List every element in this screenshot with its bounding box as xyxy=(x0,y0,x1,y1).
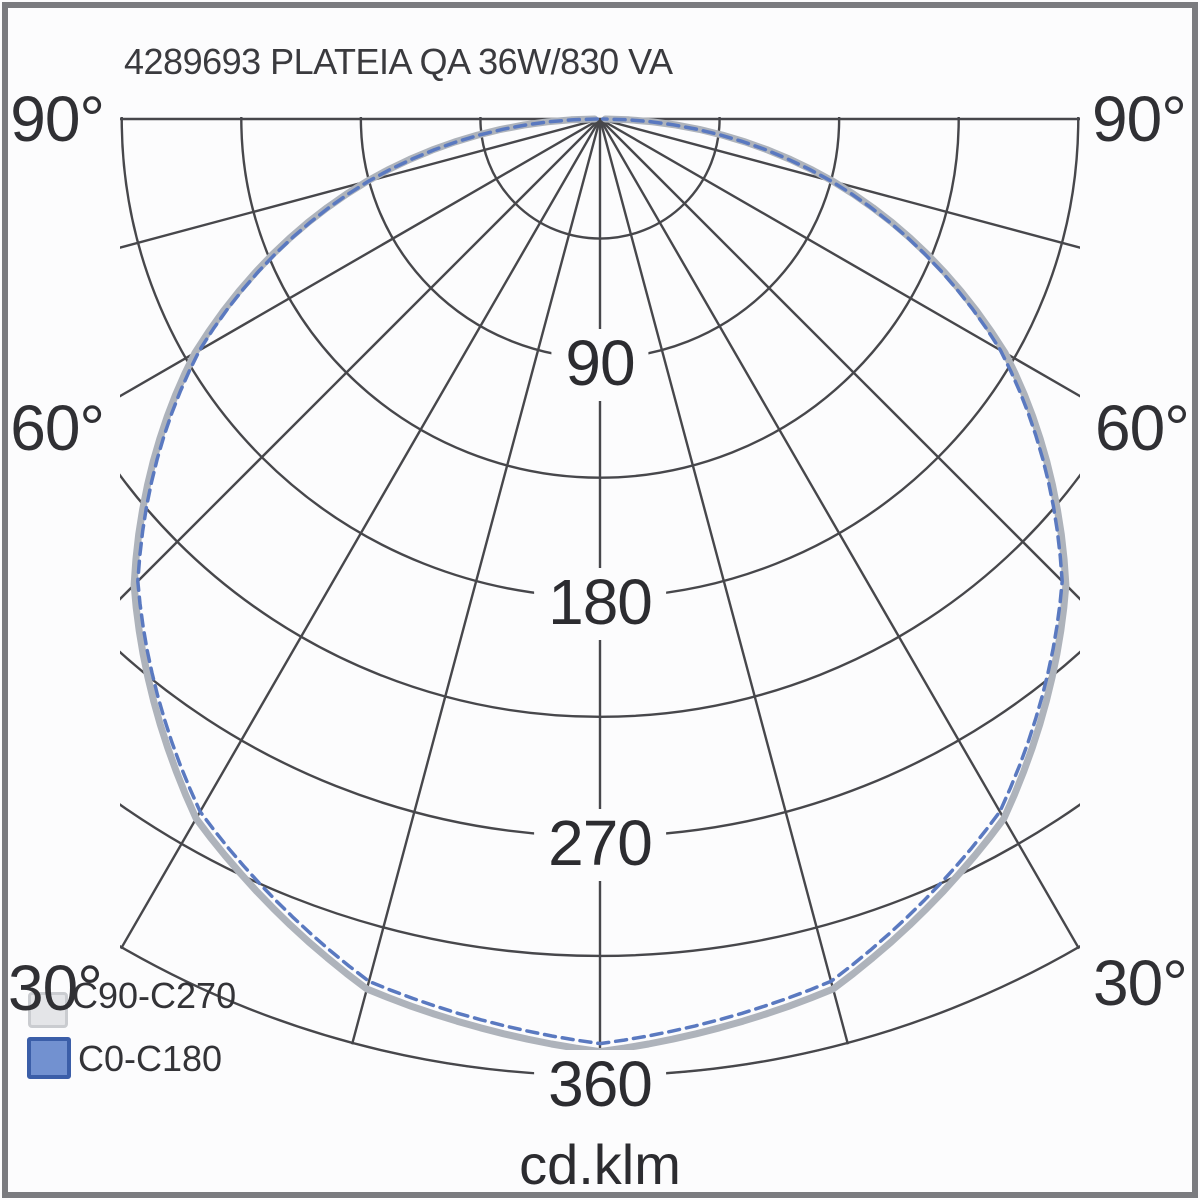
curve-c0-c180 xyxy=(136,117,1064,1046)
angle-label-right-30: 30° xyxy=(1093,947,1188,1019)
angle-label-left-30: 30° xyxy=(8,952,103,1024)
grid-radial--75 xyxy=(120,117,601,457)
grid-radial-60 xyxy=(599,117,1080,771)
angle-label-right-90: 90° xyxy=(1092,83,1187,155)
grid-radial-75 xyxy=(599,117,1080,457)
angle-label-right-60: 60° xyxy=(1095,392,1190,464)
angle-label-left-60: 60° xyxy=(10,392,105,464)
radial-tick-label-90: 90 xyxy=(551,329,649,401)
legend-label-c90-c270: C90-C270 xyxy=(72,975,237,1016)
legend-swatch-c0-c180 xyxy=(27,1037,71,1079)
grid-radial--15 xyxy=(262,118,602,1078)
grid-radial-45 xyxy=(599,118,1080,1040)
unit-label: cd.klm xyxy=(519,1133,681,1196)
radial-tick-label-360: 360 xyxy=(534,1050,666,1122)
angle-label-left-90: 90° xyxy=(10,83,105,155)
grid-radial--45 xyxy=(120,118,601,1040)
grid-radial--30 xyxy=(120,118,602,1078)
legend-label-c0-c180: C0-C180 xyxy=(78,1038,223,1079)
legend-swatch-c90-c270 xyxy=(28,992,68,1028)
radial-tick-label-270: 270 xyxy=(534,809,666,881)
chart-title: 4289693 PLATEIA QA 36W/830 VA xyxy=(124,41,673,82)
grid-radial-15 xyxy=(598,118,938,1078)
grid-radial--60 xyxy=(120,117,601,771)
grid-radial-30 xyxy=(598,118,1080,1078)
radial-tick-label-180: 180 xyxy=(534,568,666,640)
